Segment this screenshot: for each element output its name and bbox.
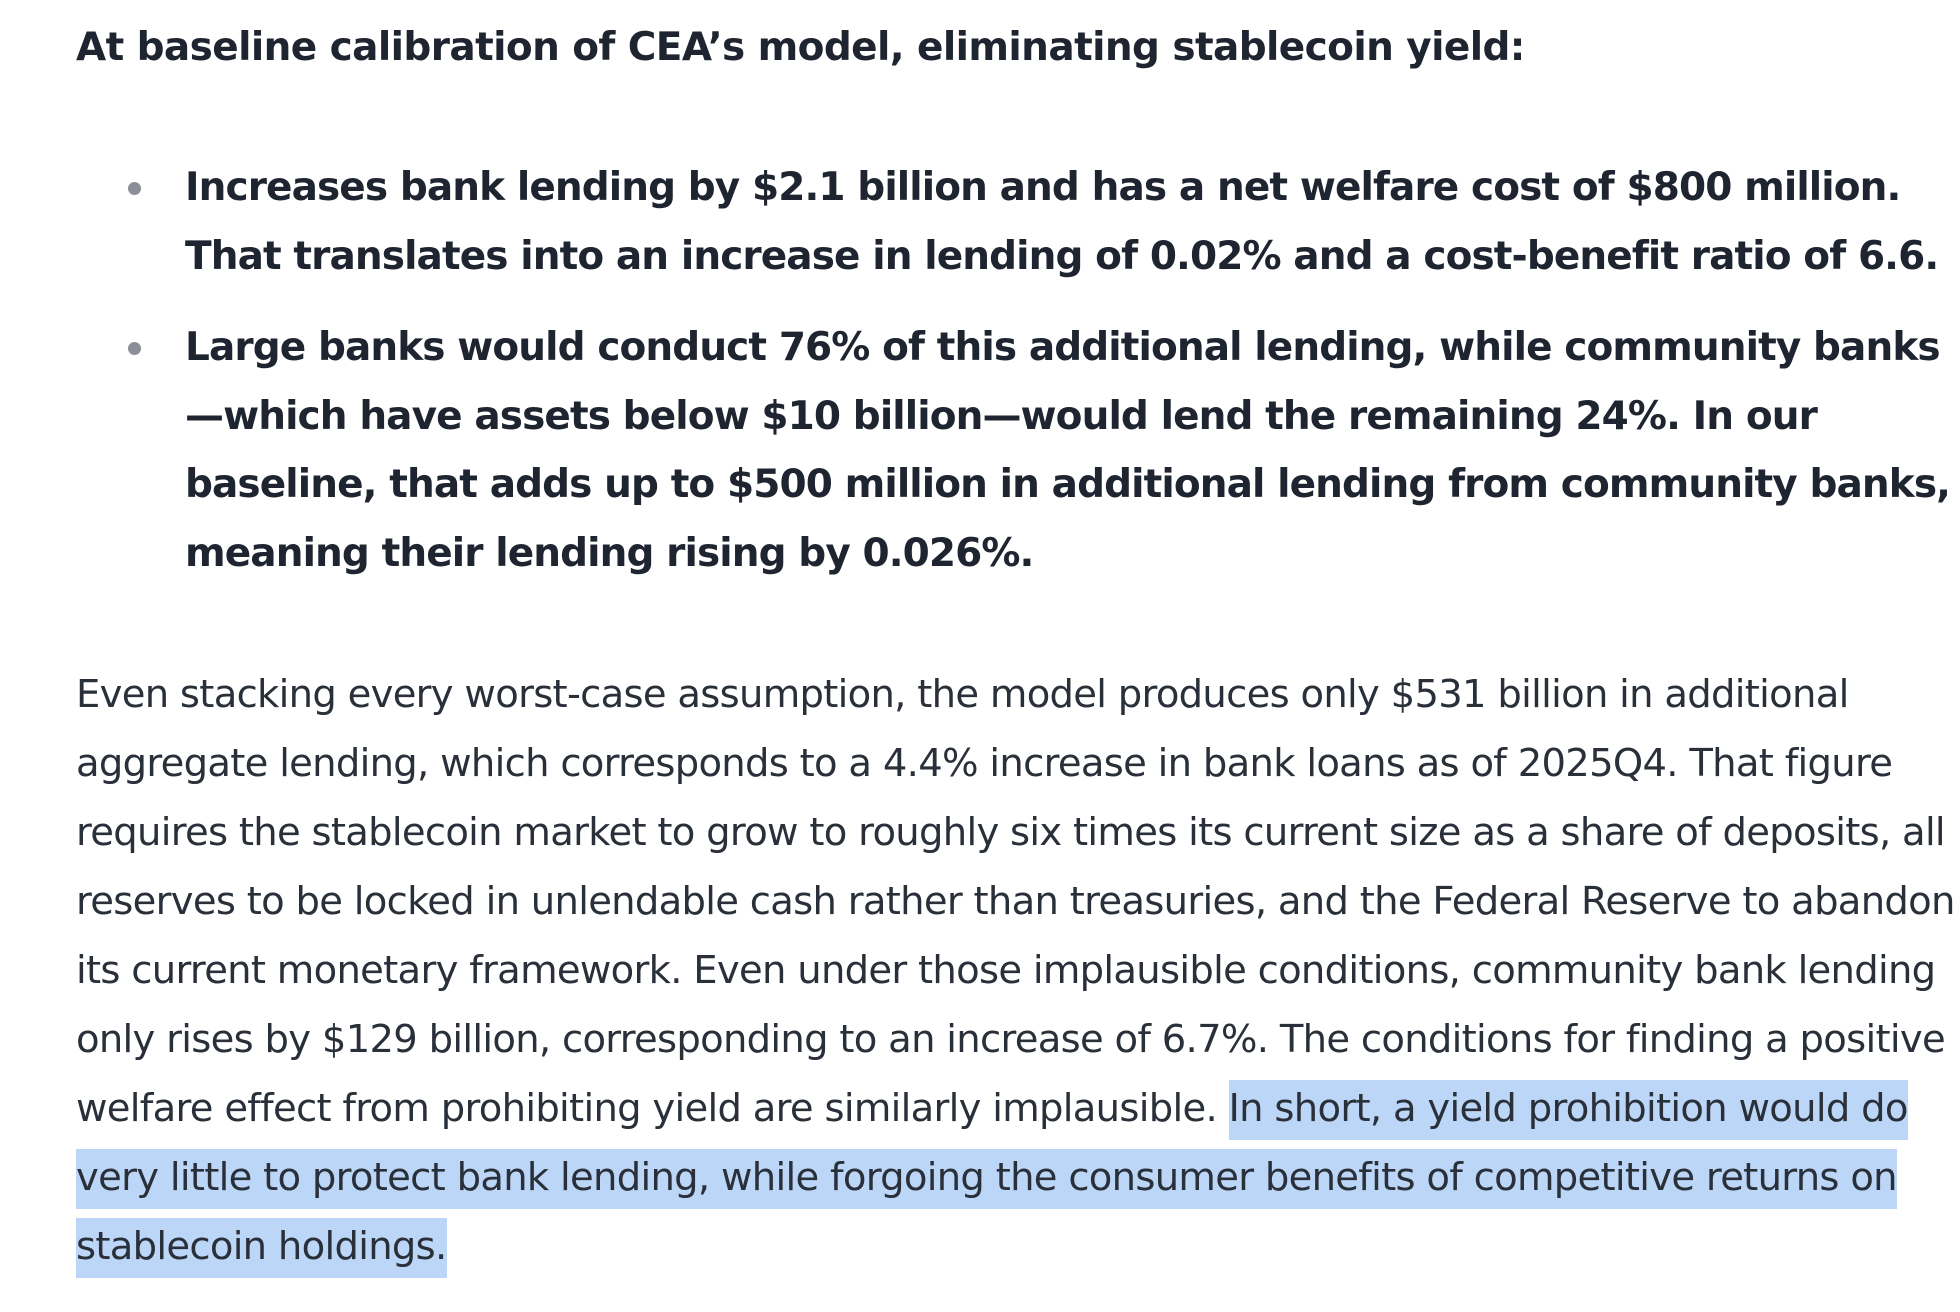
bullet-item-community-banks: Large banks would conduct 76% of this ad…	[76, 314, 1956, 588]
bullet-dot-icon	[128, 182, 141, 195]
body-paragraph: Even stacking every worst-case assumptio…	[76, 660, 1956, 1281]
bullet-text: Increases bank lending by $2.1 billion a…	[185, 165, 1939, 279]
bullet-list: Increases bank lending by $2.1 billion a…	[76, 154, 1956, 611]
bullet-dot-icon	[128, 342, 141, 355]
section-heading: At baseline calibration of CEA’s model, …	[76, 25, 1525, 70]
paragraph-text: Even stacking every worst-case assumptio…	[76, 672, 1955, 1131]
bullet-text: Large banks would conduct 76% of this ad…	[185, 325, 1951, 576]
bullet-item-lending-increase: Increases bank lending by $2.1 billion a…	[76, 154, 1956, 291]
article: At baseline calibration of CEA’s model, …	[76, 0, 1955, 1278]
